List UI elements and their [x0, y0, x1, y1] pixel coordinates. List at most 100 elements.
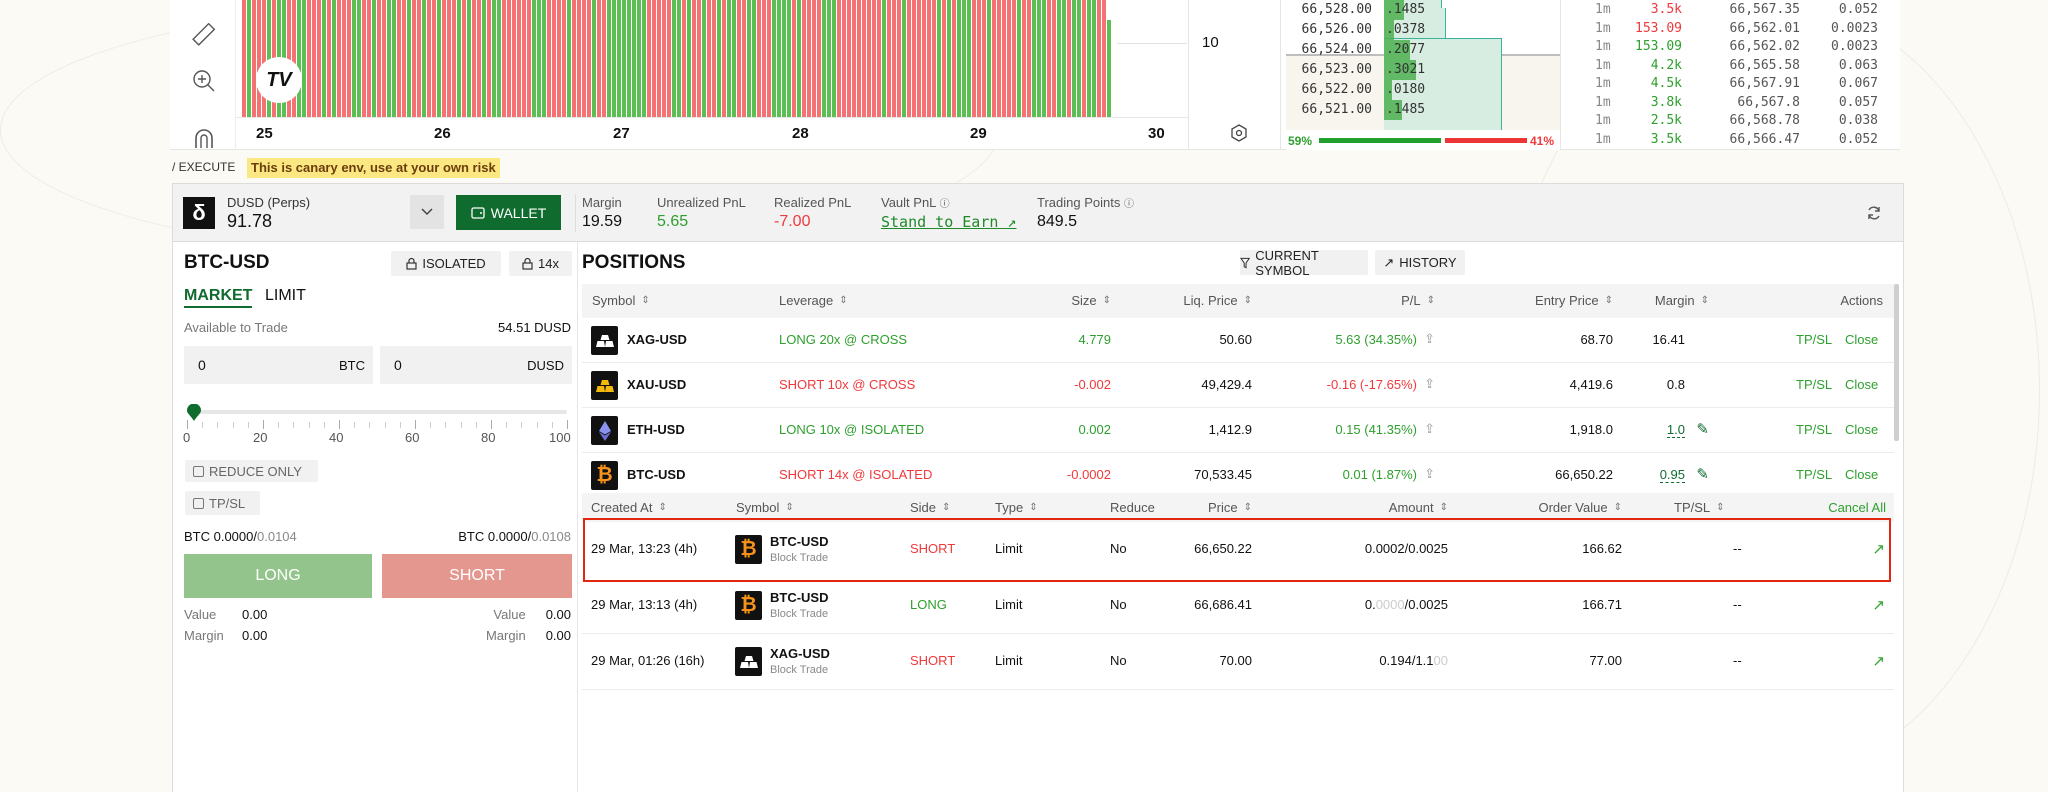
- tradingview-logo[interactable]: TV: [256, 57, 302, 103]
- orders-header-side[interactable]: Side ⇕: [910, 500, 950, 515]
- long-button[interactable]: LONG: [184, 554, 372, 598]
- positions-header-leverage[interactable]: Leverage ⇕: [779, 293, 848, 308]
- volume-bar: [257, 0, 261, 117]
- position-liq-price: 49,429.4: [1201, 377, 1252, 392]
- tab-market[interactable]: MARKET: [184, 287, 253, 308]
- volume-bar: [702, 0, 706, 117]
- close-position-button[interactable]: Close: [1845, 467, 1879, 482]
- volume-bar: [852, 0, 856, 117]
- volume-bar: [802, 0, 806, 117]
- leverage-button[interactable]: 14x: [509, 251, 572, 276]
- refresh-icon[interactable]: [1866, 205, 1882, 221]
- tpsl-checkbox[interactable]: TP/SL: [185, 491, 260, 515]
- stand-to-earn-link[interactable]: Stand to Earn ↗: [881, 213, 1016, 231]
- account-dropdown-button[interactable]: [410, 195, 444, 229]
- edit-margin-icon[interactable]: ✎: [1696, 466, 1709, 483]
- share-icon[interactable]: ⇪: [1424, 466, 1435, 481]
- orders-header-symbol[interactable]: Symbol ⇕: [736, 500, 794, 515]
- order-symbol[interactable]: BTC-USD: [770, 590, 829, 605]
- long-max-size: BTC 0.0000/0.0104: [184, 529, 297, 544]
- trading-panel: BTC-USD ISOLATED 14x MARKET LIMIT Availa…: [172, 242, 1904, 792]
- quantity-input[interactable]: 0 BTC: [184, 346, 373, 384]
- margin-mode-button[interactable]: ISOLATED: [391, 251, 501, 276]
- orders-header-amount[interactable]: Amount ⇕: [1389, 500, 1448, 515]
- positions-header-size[interactable]: Size ⇕: [1071, 293, 1111, 308]
- volume-bar: [432, 0, 436, 117]
- chart-settings-icon[interactable]: [1230, 124, 1248, 142]
- orderbook-row[interactable]: 66,524.00 .2077: [1286, 40, 1560, 60]
- volume-bar: [697, 0, 701, 117]
- trade-amount: 0.0023: [1831, 39, 1878, 54]
- tpsl-button[interactable]: TP/SL: [1796, 422, 1833, 437]
- slider-thumb[interactable]: [187, 404, 201, 421]
- close-position-button[interactable]: Close: [1845, 422, 1879, 437]
- positions-header-symbol[interactable]: Symbol ⇕: [592, 293, 650, 308]
- share-icon[interactable]: ⇪: [1424, 331, 1435, 346]
- orderbook-row[interactable]: 66,523.00 .3021: [1286, 60, 1560, 80]
- cost-input[interactable]: 0 DUSD: [380, 346, 572, 384]
- orders-header-price[interactable]: Price ⇕: [1208, 500, 1252, 515]
- order-row[interactable]: [583, 518, 1891, 582]
- position-margin[interactable]: 0.95: [1659, 467, 1685, 483]
- positions-header-p-l[interactable]: P/L ⇕: [1401, 293, 1435, 308]
- info-icon[interactable]: ⓘ: [939, 199, 950, 210]
- short-size: BTC 0.0000/: [458, 529, 532, 544]
- order-symbol[interactable]: XAG-USD: [770, 646, 830, 661]
- share-icon[interactable]: ⇪: [1424, 376, 1435, 391]
- edit-margin-icon[interactable]: ✎: [1696, 421, 1709, 438]
- current-symbol-filter-button[interactable]: CURRENT SYMBOL: [1240, 248, 1368, 278]
- sort-icon: ⇕: [839, 295, 848, 306]
- position-symbol[interactable]: XAU-USD: [627, 377, 687, 392]
- date-label: 25: [256, 125, 273, 142]
- tab-limit[interactable]: LIMIT: [265, 287, 306, 304]
- orderbook-row[interactable]: 66,521.00 .1485: [1286, 100, 1560, 120]
- position-symbol[interactable]: XAG-USD: [627, 332, 687, 347]
- magnet-icon[interactable]: [192, 126, 216, 148]
- cancel-all-button[interactable]: Cancel All: [1828, 500, 1886, 515]
- tpsl-button[interactable]: TP/SL: [1796, 467, 1833, 482]
- order-symbol[interactable]: BTC-USD: [770, 534, 829, 549]
- header-label: Type: [995, 500, 1024, 515]
- order-price: 66,686.41: [1194, 597, 1252, 612]
- tpsl-button[interactable]: TP/SL: [1796, 377, 1833, 392]
- orders-header-type[interactable]: Type ⇕: [995, 500, 1038, 515]
- external-link-icon[interactable]: ↗: [1872, 653, 1885, 670]
- close-position-button[interactable]: Close: [1845, 332, 1879, 347]
- close-position-button[interactable]: Close: [1845, 377, 1879, 392]
- short-button[interactable]: SHORT: [382, 554, 572, 598]
- positions-header-liq-price[interactable]: Liq. Price ⇕: [1183, 293, 1252, 308]
- zoom-in-icon[interactable]: [191, 68, 217, 94]
- positions-scrollbar[interactable]: [1894, 284, 1899, 441]
- volume-bar: [942, 0, 946, 117]
- orders-header-tp-sl[interactable]: TP/SL ⇕: [1674, 500, 1725, 515]
- wallet-button[interactable]: WALLET: [456, 195, 561, 230]
- margin-label: Margin: [485, 628, 526, 643]
- volume-bar: [1017, 0, 1021, 117]
- reduce-only-checkbox[interactable]: REDUCE ONLY: [185, 460, 318, 482]
- trading-points-value: 849.5: [1037, 213, 1078, 230]
- position-symbol[interactable]: BTC-USD: [627, 467, 686, 482]
- external-link-icon[interactable]: ↗: [1872, 597, 1885, 614]
- volume-bar: [472, 0, 476, 117]
- trade-size: 3.5k: [1650, 2, 1682, 17]
- tpsl-button[interactable]: TP/SL: [1796, 332, 1833, 347]
- position-symbol[interactable]: ETH-USD: [627, 422, 685, 437]
- size-slider[interactable]: [187, 404, 569, 446]
- grid-line: [1117, 43, 1187, 44]
- info-icon[interactable]: ⓘ: [1123, 199, 1134, 210]
- trade-row: 1m 3.8k 66,567.8 0.057: [1562, 93, 1900, 113]
- header-label: Created At: [591, 500, 653, 515]
- orders-header-created-at[interactable]: Created At ⇕: [591, 500, 667, 515]
- orders-header-order-value[interactable]: Order Value ⇕: [1538, 500, 1622, 515]
- orderbook-row[interactable]: 66,522.00 .0180: [1286, 80, 1560, 100]
- orderbook-row[interactable]: 66,526.00 .0378: [1286, 20, 1560, 40]
- share-icon[interactable]: ⇪: [1424, 421, 1435, 436]
- positions-header-entry-price[interactable]: Entry Price ⇕: [1535, 293, 1613, 308]
- orderbook-row[interactable]: 66,528.00 .1485: [1286, 0, 1560, 20]
- ruler-icon[interactable]: [190, 22, 216, 48]
- position-margin[interactable]: 1.0: [1666, 422, 1685, 438]
- external-link-icon[interactable]: ↗: [1872, 541, 1885, 558]
- order-amount: 0.194/1.100: [1379, 653, 1448, 668]
- history-button[interactable]: ↗ HISTORY: [1375, 250, 1465, 275]
- positions-header-margin[interactable]: Margin ⇕: [1655, 293, 1709, 308]
